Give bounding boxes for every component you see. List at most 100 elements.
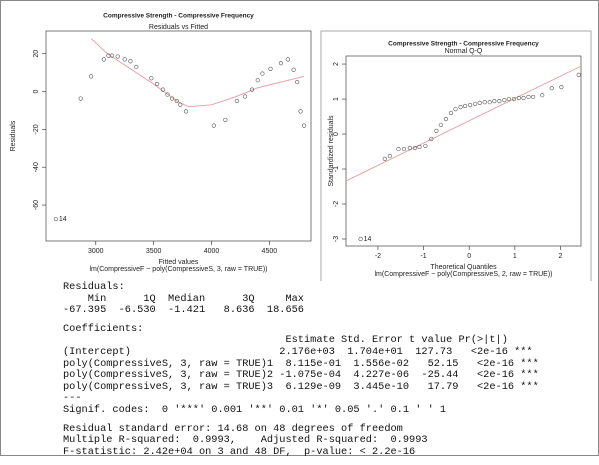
- chart-title: Compressive Strength - Compressive Frequ…: [103, 13, 254, 20]
- y-tick-label: -1: [333, 166, 340, 172]
- y-tick-label: -20: [33, 124, 40, 134]
- point: [477, 100, 482, 105]
- point: [160, 87, 165, 92]
- point: [170, 96, 175, 101]
- point: [242, 94, 248, 99]
- point: [295, 79, 300, 85]
- y-tick-label: 1: [333, 97, 340, 101]
- plots: Compressive Strength - Compressive Frequ…: [10, 13, 592, 281]
- point: [301, 123, 307, 128]
- point: [128, 59, 133, 64]
- x-tick-label: 3500: [146, 248, 162, 255]
- point: [576, 72, 581, 77]
- point: [183, 109, 189, 114]
- point: [438, 122, 444, 128]
- point: [149, 76, 154, 81]
- x-tick-label: 1: [513, 253, 517, 260]
- point: [255, 78, 260, 83]
- x-tick-label: 0: [467, 253, 471, 260]
- point: [53, 216, 58, 222]
- point: [234, 98, 240, 104]
- qq-frame: [320, 30, 592, 281]
- y-tick-label: 0: [33, 89, 40, 93]
- point: [178, 102, 183, 107]
- console-line: Multiple R-squared: 0.9993, Adjusted R-s…: [63, 434, 434, 447]
- console-line: Signif. codes: 0 '***' 0.001 '**' 0.01 '…: [63, 403, 447, 416]
- point: [511, 96, 517, 102]
- point: [291, 67, 296, 72]
- point: [89, 74, 94, 79]
- x-tick-label: 4500: [262, 248, 278, 255]
- point: [387, 153, 392, 159]
- point-label: 14: [364, 236, 372, 243]
- point: [497, 99, 502, 104]
- point: [115, 54, 120, 59]
- console-block: Residuals: Min 1Q Median 3Q Max -67.395 …: [63, 281, 539, 317]
- point: [109, 53, 115, 58]
- point-label: 14: [59, 216, 67, 223]
- console-line: Residual standard error: 14.68 on 48 deg…: [63, 422, 403, 435]
- point: [382, 156, 387, 161]
- fit-line: [345, 65, 582, 182]
- console-line: (Intercept) 2.176e+03 1.704e+01 127.73 <…: [63, 345, 533, 358]
- point: [492, 99, 497, 104]
- point: [154, 81, 160, 87]
- point: [462, 103, 468, 109]
- console-line: -67.395 -6.530 -1.421 8.636 18.656: [63, 304, 311, 317]
- x-tick-label: 2: [559, 253, 563, 260]
- point: [249, 87, 255, 92]
- point: [458, 104, 463, 110]
- chart-subtitle: Residuals vs Fitted: [149, 24, 208, 31]
- x-tick-label: 3000: [88, 248, 104, 255]
- chart-subtitle: Normal Q-Q: [445, 48, 483, 55]
- point: [530, 94, 536, 100]
- point: [278, 61, 284, 66]
- point: [174, 98, 179, 104]
- console-output: Residuals: Min 1Q Median 3Q Max -67.395 …: [63, 281, 539, 465]
- console-block: Residual standard error: 14.68 on 48 deg…: [63, 422, 539, 459]
- point: [358, 236, 363, 242]
- plot-frame: [345, 55, 582, 247]
- point: [423, 143, 428, 149]
- point: [223, 117, 228, 123]
- console-line: Coefficients:: [63, 322, 144, 335]
- y-axis-label: Residuals: [10, 120, 17, 151]
- point: [549, 86, 554, 91]
- x-tick-label: 4000: [204, 248, 220, 255]
- console-line: F-statistic: 2.42e+04 on 3 and 48 DF, p-…: [63, 445, 416, 458]
- y-tick-label: 0: [333, 132, 340, 136]
- point: [443, 116, 449, 122]
- point: [298, 109, 303, 114]
- x-axis-label: Fitted values: [159, 259, 199, 266]
- x-tick-label: -2: [375, 253, 381, 260]
- y-tick-label: -3: [333, 236, 340, 242]
- point: [285, 57, 290, 62]
- point: [122, 57, 127, 62]
- fit-line: [90, 38, 305, 108]
- point: [559, 85, 564, 90]
- point: [134, 64, 139, 70]
- point: [506, 96, 512, 102]
- plot-frame: [45, 30, 312, 242]
- point: [407, 145, 412, 151]
- point: [473, 101, 478, 107]
- point: [453, 107, 458, 112]
- console-line: Min 1Q Median 3Q Max: [63, 292, 311, 305]
- point: [429, 136, 434, 142]
- console-line: ---: [63, 392, 82, 405]
- point: [468, 102, 473, 108]
- point: [487, 100, 492, 105]
- y-tick-label: 20: [33, 50, 40, 58]
- console-block: Coefficients: Estimate Std. Error t valu…: [63, 322, 539, 417]
- y-axis-label: Standardized residuals: [328, 115, 335, 187]
- y-tick-label: -2: [333, 201, 340, 207]
- y-tick-label: -40: [33, 162, 40, 172]
- y-tick-label: 2: [333, 62, 340, 66]
- point: [521, 95, 526, 101]
- caption: lm(CompressiveF ~ poly(CompressiveS, 2, …: [374, 271, 552, 278]
- point: [417, 144, 422, 150]
- point: [526, 94, 531, 100]
- point: [101, 57, 106, 62]
- point: [516, 95, 522, 101]
- point: [268, 66, 273, 71]
